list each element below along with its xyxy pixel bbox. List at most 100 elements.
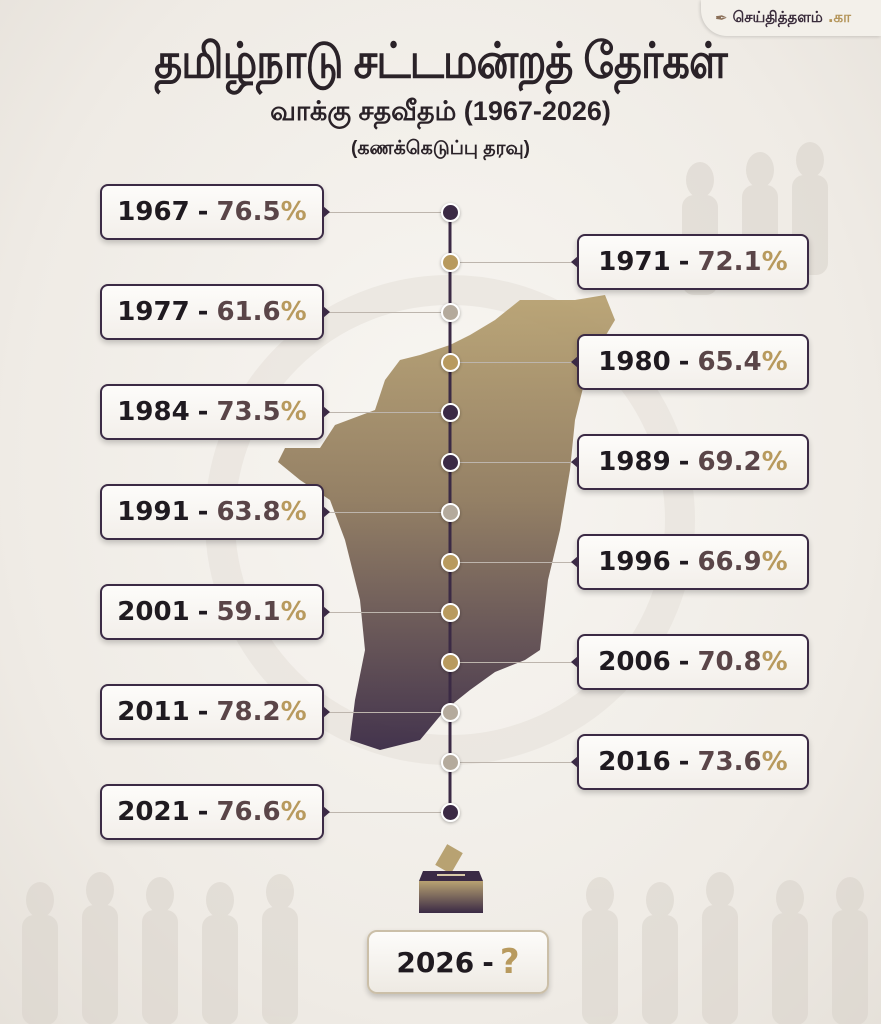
turnout-box-1977: 1977-61.6% [100,284,330,340]
year-label: 2021 [117,797,190,827]
turnout-value: 73.5 [216,397,281,427]
year-label: 1980 [598,347,671,377]
dash: - [678,247,690,277]
turnout-box-1991: 1991-63.8% [100,484,330,540]
timeline-dot [440,352,460,372]
turnout-box-2011: 2011-78.2% [100,684,330,740]
connector-line [456,762,576,763]
year-label: 1977 [117,297,190,327]
dash: - [197,397,209,427]
question-mark: ? [499,942,520,982]
timeline-dot [440,602,460,622]
year-label: 1991 [117,497,190,527]
turnout-value: 65.4 [697,347,762,377]
turnout-box-1989: 1989-69.2% [571,434,809,490]
turnout-value: 59.1 [216,597,281,627]
dash: - [197,797,209,827]
final-dash: - [482,945,494,979]
connector-line [324,712,444,713]
connector-line [324,212,444,213]
dash: - [678,347,690,377]
turnout-box-2006: 2006-70.8% [571,634,809,690]
year-label: 1984 [117,397,190,427]
dash: - [678,747,690,777]
turnout-value: 61.6 [216,297,281,327]
turnout-box-2016: 2016-73.6% [571,734,809,790]
percent-sign: % [761,747,788,777]
timeline-dot [440,452,460,472]
connector-line [324,612,444,613]
turnout-box-1971: 1971-72.1% [571,234,809,290]
percent-sign: % [761,547,788,577]
turnout-value: 76.5 [216,197,281,227]
year-label: 1989 [598,447,671,477]
percent-sign: % [280,197,307,227]
turnout-box-2021: 2021-76.6% [100,784,330,840]
dash: - [678,547,690,577]
timeline-dot [440,752,460,772]
logo-suffix: .கா [827,8,851,26]
percent-sign: % [280,597,307,627]
connector-line [324,512,444,513]
timeline-dot [440,202,460,222]
turnout-box-1980: 1980-65.4% [571,334,809,390]
percent-sign: % [761,647,788,677]
turnout-box-2001: 2001-59.1% [100,584,330,640]
dash: - [678,447,690,477]
dash: - [197,497,209,527]
turnout-value: 78.2 [216,697,281,727]
turnout-value: 72.1 [697,247,762,277]
turnout-box-1984: 1984-73.5% [100,384,330,440]
timeline-dot [440,502,460,522]
logo-text: செய்தித்தளம் [732,8,823,26]
dash: - [197,297,209,327]
turnout-box-1996: 1996-66.9% [571,534,809,590]
turnout-value: 63.8 [216,497,281,527]
percent-sign: % [280,797,307,827]
page-title: தமிழ்நாடு சட்டமன்றத் தேர்கள் [154,33,727,90]
dash: - [197,697,209,727]
connector-line [456,362,576,363]
timeline-dot [440,252,460,272]
connector-line [324,312,444,313]
feather-logo-icon: ✒ [715,9,728,27]
connector-line [456,262,576,263]
turnout-value: 73.6 [697,747,762,777]
data-note: (கணக்கெடுப்பு தரவு) [351,138,530,159]
year-label: 2016 [598,747,671,777]
dash: - [197,197,209,227]
timeline-dot [440,652,460,672]
percent-sign: % [280,397,307,427]
percent-sign: % [761,347,788,377]
percent-sign: % [280,297,307,327]
page-subtitle: வாக்கு சதவீதம் (1967-2026) [270,96,611,126]
percent-sign: % [761,447,788,477]
year-label: 1996 [598,547,671,577]
dash: - [678,647,690,677]
timeline-dot [440,702,460,722]
turnout-value: 69.2 [697,447,762,477]
connector-line [456,462,576,463]
year-label: 2006 [598,647,671,677]
turnout-box-1967: 1967-76.5% [100,184,330,240]
connector-line [324,812,444,813]
timeline-dot [440,552,460,572]
percent-sign: % [761,247,788,277]
year-label: 2001 [117,597,190,627]
year-label: 1971 [598,247,671,277]
timeline-dot [440,402,460,422]
percent-sign: % [280,497,307,527]
year-label: 1967 [117,197,190,227]
ballot-box-icon [419,844,483,913]
turnout-value: 76.6 [216,797,281,827]
dash: - [197,597,209,627]
timeline-dot [440,802,460,822]
turnout-value: 70.8 [697,647,762,677]
turnout-value: 66.9 [697,547,762,577]
connector-line [456,662,576,663]
site-logo[interactable]: ✒ செய்தித்தளம் .கா [701,0,881,36]
timeline-dot [440,302,460,322]
final-year: 2026 [396,945,475,979]
prediction-box-2026: 2026 - ? [367,930,549,994]
percent-sign: % [280,697,307,727]
